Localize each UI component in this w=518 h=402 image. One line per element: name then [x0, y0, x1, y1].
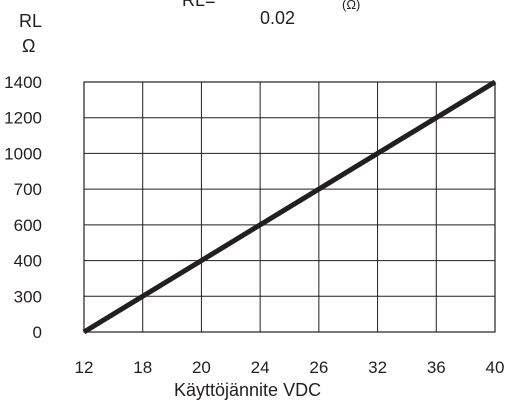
y-tick-label: 300 [14, 287, 42, 306]
x-axis-label: Käyttöjännite VDC [174, 380, 321, 400]
x-tick-label: 18 [133, 358, 152, 377]
x-tick-label: 40 [486, 358, 505, 377]
y-tick-label: 700 [14, 180, 42, 199]
y-tick-label: 0 [33, 323, 42, 342]
x-tick-labels: 12 18 20 24 26 32 36 40 [75, 358, 505, 377]
formula-lhs: RL= [182, 0, 216, 10]
x-tick-label: 36 [427, 358, 446, 377]
y-axis-label: RL [19, 11, 42, 31]
x-tick-label: 24 [251, 358, 270, 377]
y-tick-label: 600 [14, 216, 42, 235]
series-line [82, 79, 497, 335]
formula-unit: (Ω) [342, 0, 360, 12]
y-tick-labels: 0 300 400 600 700 1000 1200 1400 [4, 73, 42, 342]
y-tick-label: 1200 [4, 109, 42, 128]
y-axis-unit: Ω [22, 36, 35, 56]
x-tick-label: 12 [75, 358, 94, 377]
formula-denominator: 0.02 [260, 8, 295, 28]
y-tick-label: 400 [14, 252, 42, 271]
x-tick-label: 20 [192, 358, 211, 377]
plot-frame [83, 81, 496, 333]
y-tick-label: 1400 [4, 73, 42, 92]
x-tick-label: 32 [368, 358, 387, 377]
y-tick-label: 1000 [4, 144, 42, 163]
grid [84, 82, 495, 332]
x-tick-label: 26 [309, 358, 328, 377]
series-layer [82, 79, 497, 335]
